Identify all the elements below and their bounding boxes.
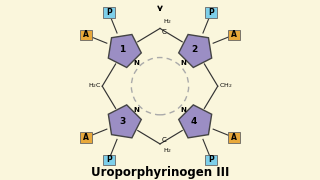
Text: P: P [208, 8, 214, 17]
FancyBboxPatch shape [228, 30, 239, 40]
Text: C: C [162, 29, 167, 35]
Text: C: C [162, 138, 167, 143]
FancyBboxPatch shape [81, 132, 92, 143]
Text: 2: 2 [191, 45, 197, 54]
FancyBboxPatch shape [228, 132, 239, 143]
Text: N: N [180, 107, 187, 113]
FancyBboxPatch shape [205, 7, 217, 17]
Text: P: P [106, 8, 112, 17]
Text: H$_2$: H$_2$ [163, 146, 172, 155]
Polygon shape [108, 35, 141, 68]
Text: N: N [180, 60, 187, 66]
Text: A: A [231, 133, 237, 142]
Text: P: P [106, 155, 112, 164]
Text: CH$_2$: CH$_2$ [219, 81, 232, 90]
FancyBboxPatch shape [103, 155, 115, 165]
Text: N: N [133, 60, 140, 66]
FancyBboxPatch shape [103, 7, 115, 17]
Polygon shape [179, 35, 212, 68]
Text: 3: 3 [119, 117, 125, 126]
Text: H$_2$: H$_2$ [163, 17, 172, 26]
Polygon shape [179, 105, 212, 138]
Text: 1: 1 [119, 45, 125, 54]
FancyBboxPatch shape [205, 155, 217, 165]
Text: N: N [133, 107, 140, 113]
FancyBboxPatch shape [81, 30, 92, 40]
Text: A: A [83, 30, 89, 39]
Text: P: P [208, 155, 214, 164]
Text: 4: 4 [191, 117, 197, 126]
Text: H$_2$C: H$_2$C [88, 81, 101, 90]
Text: A: A [83, 133, 89, 142]
Text: Uroporphyrinogen III: Uroporphyrinogen III [91, 166, 229, 179]
Text: A: A [231, 30, 237, 39]
Polygon shape [108, 105, 141, 138]
